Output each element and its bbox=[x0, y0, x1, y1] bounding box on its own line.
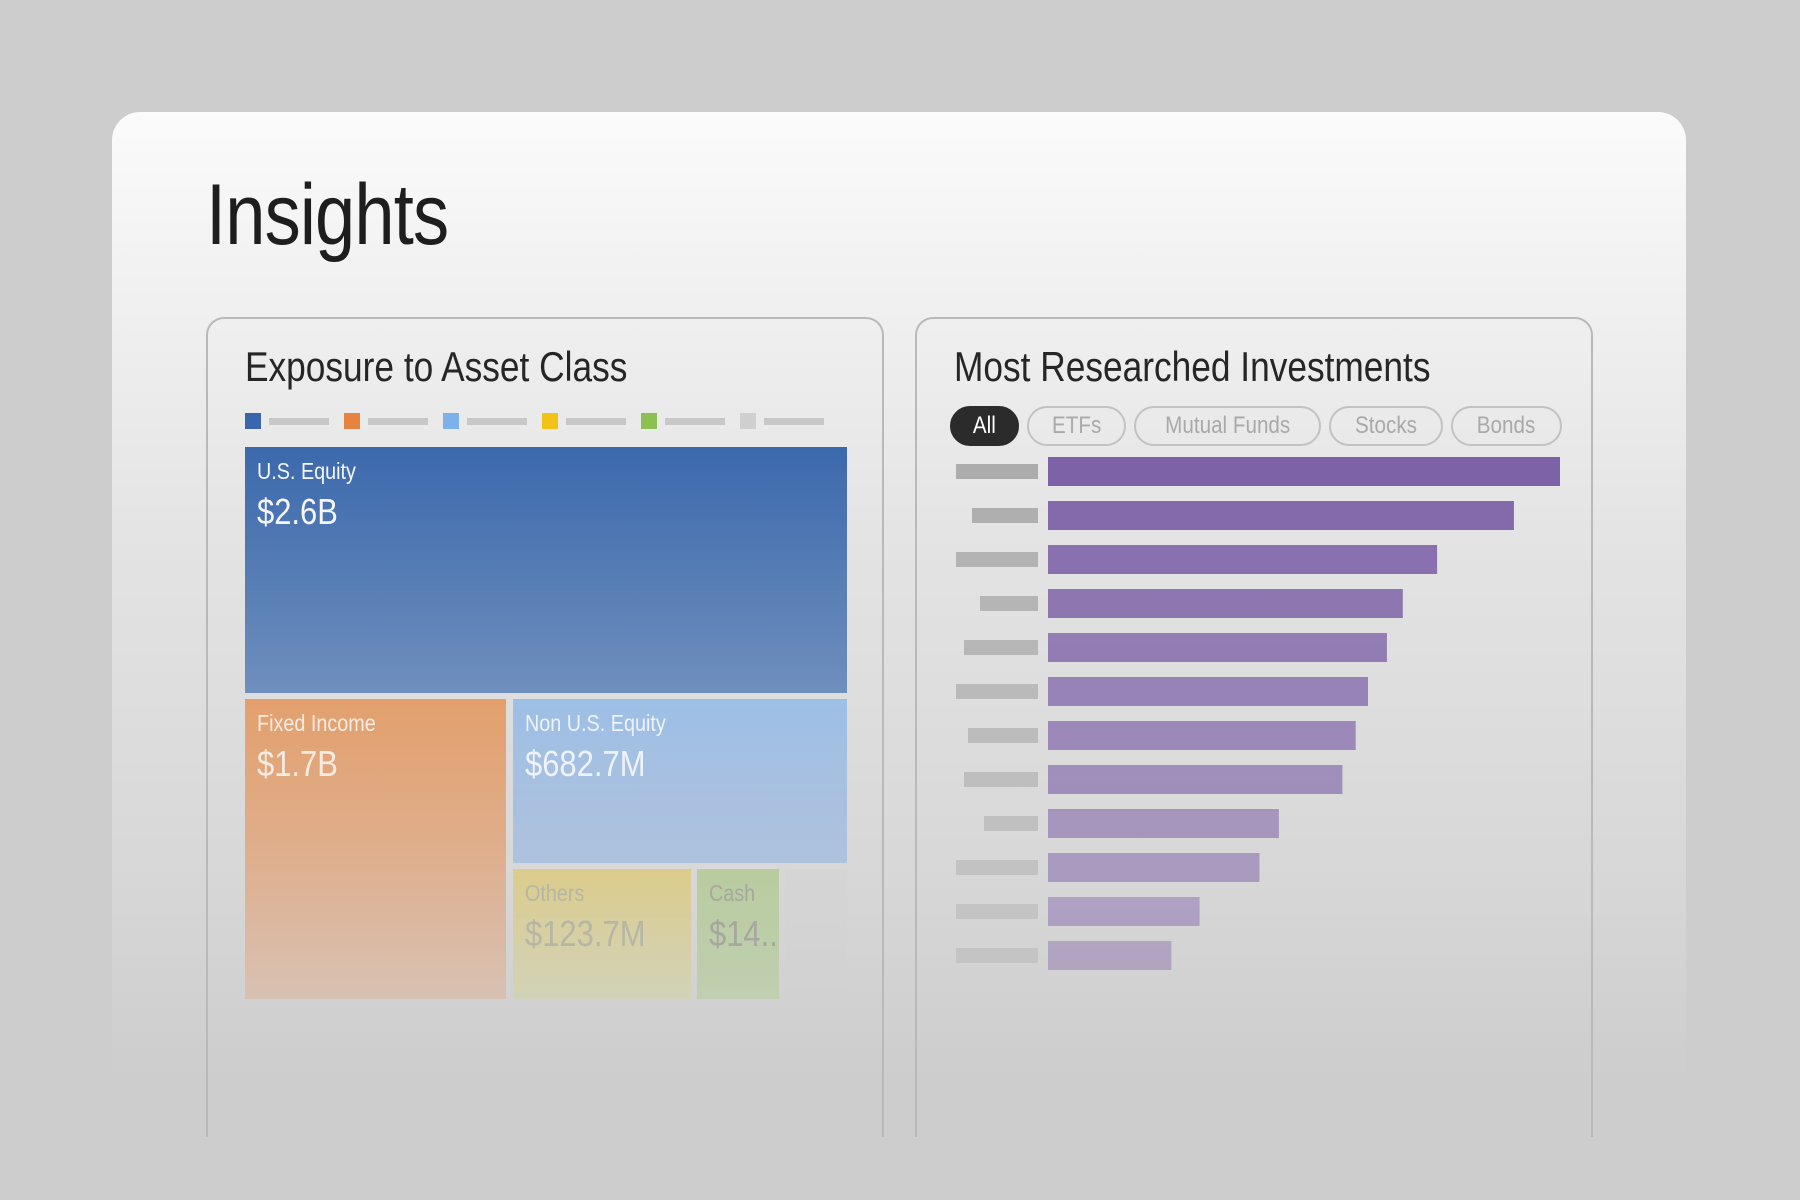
filter-pill-label: All bbox=[972, 412, 996, 439]
filter-pill-label: Mutual Funds bbox=[1165, 412, 1291, 439]
bar[interactable] bbox=[1048, 545, 1438, 574]
legend-label-placeholder bbox=[665, 417, 725, 425]
filter-pill-label: Bonds bbox=[1477, 412, 1536, 439]
legend-swatch bbox=[641, 413, 657, 429]
bar[interactable] bbox=[1048, 501, 1514, 530]
legend-swatch bbox=[542, 413, 558, 429]
bar[interactable] bbox=[1048, 589, 1403, 618]
legend-label-placeholder bbox=[467, 417, 527, 425]
tile-value: $1.7B bbox=[257, 743, 338, 784]
tile-label: Non U.S. Equity bbox=[525, 710, 666, 736]
bar[interactable] bbox=[1048, 633, 1387, 662]
bar-category-label bbox=[956, 948, 1038, 963]
legend-swatch bbox=[245, 413, 261, 429]
legend-label-placeholder bbox=[764, 417, 824, 425]
tile-label: U.S. Equity bbox=[257, 458, 356, 484]
bar-category-label bbox=[956, 464, 1038, 479]
filter-pill-label: ETFs bbox=[1051, 412, 1101, 439]
filter-pill-etfs[interactable]: ETFs bbox=[1026, 406, 1126, 446]
bar-category-label bbox=[956, 684, 1038, 699]
filter-pills: All ETFs Mutual Funds Stocks Bonds bbox=[950, 406, 1562, 446]
bar-category-label bbox=[984, 816, 1038, 831]
legend-item bbox=[542, 413, 641, 429]
legend-swatch bbox=[344, 413, 360, 429]
most-researched-bar-chart bbox=[956, 457, 1560, 970]
legend-item bbox=[740, 413, 839, 429]
bar[interactable] bbox=[1048, 721, 1356, 750]
legend-label-placeholder bbox=[368, 417, 428, 425]
legend-item bbox=[245, 413, 344, 429]
research-panel-title: Most Researched Investments bbox=[954, 343, 1431, 390]
filter-pill-bonds[interactable]: Bonds bbox=[1451, 406, 1562, 446]
tile-value: $2.6B bbox=[257, 491, 338, 532]
bar[interactable] bbox=[1048, 809, 1279, 838]
treemap-tile-cash[interactable]: Cash $14.. bbox=[697, 869, 779, 999]
bar[interactable] bbox=[1048, 457, 1560, 486]
bar-category-label bbox=[956, 552, 1038, 567]
bar[interactable] bbox=[1048, 853, 1260, 882]
tile-label: Fixed Income bbox=[257, 710, 376, 736]
treemap-tile-non-us-equity[interactable]: Non U.S. Equity $682.7M bbox=[513, 699, 847, 863]
bar[interactable] bbox=[1048, 897, 1200, 926]
tile-value: $682.7M bbox=[525, 743, 646, 784]
bar[interactable] bbox=[1048, 941, 1172, 970]
legend-swatch bbox=[443, 413, 459, 429]
treemap-tile-others[interactable]: Others $123.7M bbox=[513, 869, 691, 999]
legend-item bbox=[641, 413, 740, 429]
tile-label: Cash bbox=[709, 880, 756, 906]
bar-category-label bbox=[968, 728, 1038, 743]
asset-class-treemap: U.S. Equity $2.6B Fixed Income $1.7B Non… bbox=[245, 447, 847, 999]
bar-category-label bbox=[956, 860, 1038, 875]
treemap-tile-fixed-income[interactable]: Fixed Income $1.7B bbox=[245, 699, 506, 999]
tile-value: $123.7M bbox=[525, 913, 646, 954]
bar-category-label bbox=[956, 904, 1038, 919]
bar-category-label bbox=[972, 508, 1038, 523]
filter-pill-label: Stocks bbox=[1355, 412, 1418, 439]
filter-pill-mutual-funds[interactable]: Mutual Funds bbox=[1134, 406, 1322, 446]
bar[interactable] bbox=[1048, 677, 1368, 706]
treemap-tile-remainder[interactable] bbox=[785, 869, 847, 999]
bar-category-label bbox=[964, 640, 1038, 655]
legend-label-placeholder bbox=[269, 417, 329, 425]
exposure-panel: Exposure to Asset Class bbox=[206, 317, 884, 1137]
exposure-panel-title: Exposure to Asset Class bbox=[245, 343, 628, 390]
legend-item bbox=[344, 413, 443, 429]
filter-pill-stocks[interactable]: Stocks bbox=[1329, 406, 1444, 446]
legend-swatch bbox=[740, 413, 756, 429]
page-title: Insights bbox=[206, 167, 449, 263]
bar-category-label bbox=[980, 596, 1038, 611]
research-panel: Most Researched Investments All ETFs Mut… bbox=[915, 317, 1593, 1137]
treemap-tile-us-equity[interactable]: U.S. Equity $2.6B bbox=[245, 447, 847, 693]
tile-value: $14.. bbox=[709, 913, 778, 954]
legend-item bbox=[443, 413, 542, 429]
treemap-legend bbox=[245, 413, 839, 429]
tile-label: Others bbox=[525, 880, 585, 906]
bar-category-label bbox=[964, 772, 1038, 787]
filter-pill-all[interactable]: All bbox=[950, 406, 1019, 446]
legend-label-placeholder bbox=[566, 417, 626, 425]
bar[interactable] bbox=[1048, 765, 1343, 794]
